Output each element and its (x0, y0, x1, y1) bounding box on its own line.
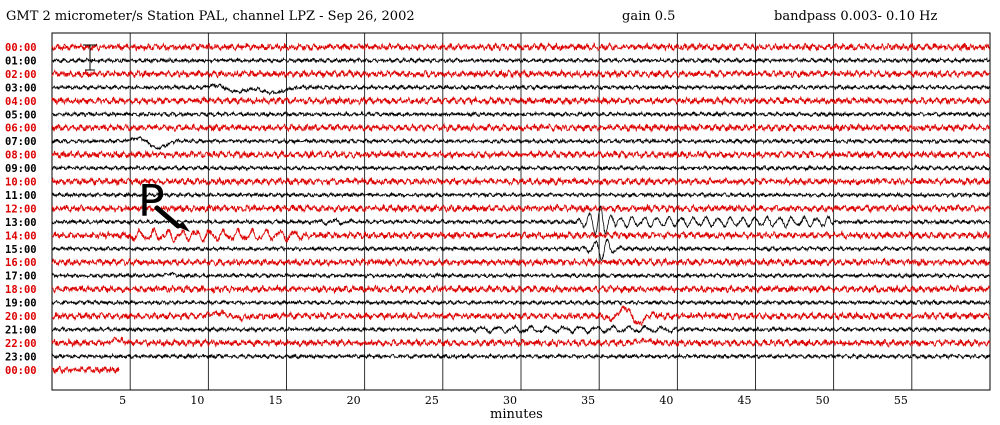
trace-line (51, 323, 991, 336)
trace-line (51, 283, 991, 295)
hour-label: 04:00 (5, 96, 37, 108)
x-tick-label: 20 (347, 394, 361, 407)
hour-label: 10:00 (5, 177, 37, 189)
x-tick-label: 5 (119, 394, 126, 407)
trace-line (51, 203, 991, 214)
hour-label: 14:00 (5, 230, 37, 242)
x-tick-label: 45 (738, 394, 752, 407)
hour-label: 01:00 (5, 55, 37, 67)
hour-label: 07:00 (5, 136, 37, 148)
p-wave-annotation: P (138, 176, 190, 232)
trace-line (51, 191, 991, 199)
trace-line (51, 298, 991, 307)
hour-label: 03:00 (5, 82, 37, 94)
p-wave-label: P (138, 176, 165, 227)
trace-line (51, 227, 991, 244)
trace-line (51, 135, 991, 151)
header-bandpass: bandpass 0.003- 0.10 Hz (774, 9, 937, 24)
trace-line (51, 305, 991, 326)
x-tick-label: 55 (894, 394, 908, 407)
trace-line (51, 365, 120, 375)
hour-label: 20:00 (5, 311, 37, 323)
trace-line (51, 68, 991, 79)
hour-label: 21:00 (5, 324, 37, 336)
hour-label: 05:00 (5, 109, 37, 121)
hour-label: 15:00 (5, 244, 37, 256)
trace-line (51, 56, 991, 65)
trace-line (51, 83, 991, 96)
hour-label: 18:00 (5, 284, 37, 296)
hour-label: 17:00 (5, 271, 37, 283)
hour-label: 19:00 (5, 298, 37, 310)
trace-line (51, 149, 991, 160)
x-axis-label: minutes (490, 407, 543, 422)
trace-line (51, 110, 991, 118)
trace-line (51, 176, 991, 187)
hour-label: 09:00 (5, 163, 37, 175)
trace-line (51, 352, 991, 361)
hour-label: 00:00 (5, 365, 37, 377)
hour-label: 23:00 (5, 351, 37, 363)
x-tick-label: 40 (659, 394, 673, 407)
x-tick-label: 30 (503, 394, 517, 407)
trace-line (51, 41, 991, 53)
trace-line (51, 95, 991, 106)
p-wave-arrow (154, 205, 181, 229)
x-tick-label: 10 (190, 394, 204, 407)
header-gain: gain 0.5 (622, 9, 675, 24)
hour-label: 13:00 (5, 217, 37, 229)
hour-label: 06:00 (5, 123, 37, 135)
x-tick-label: 50 (816, 394, 830, 407)
trace-line (51, 257, 991, 268)
trace-line (51, 164, 991, 172)
hour-label: 11:00 (5, 190, 37, 202)
hour-label: 08:00 (5, 150, 37, 162)
hour-label: 12:00 (5, 203, 37, 215)
trace-line (52, 122, 991, 133)
x-tick-label: 15 (269, 394, 283, 407)
scale-marker (58, 44, 97, 71)
hour-label: 16:00 (5, 257, 37, 269)
hour-label: 22:00 (5, 338, 37, 350)
p-wave-arrowhead (176, 222, 190, 232)
hour-label: 00:00 (5, 42, 37, 54)
x-tick-label: 35 (581, 394, 595, 407)
trace-line (51, 336, 991, 349)
header-title: GMT 2 micrometer/s Station PAL, channel … (6, 9, 415, 24)
trace-line (51, 205, 991, 236)
seismic-traces (51, 41, 991, 375)
trace-line (51, 271, 991, 280)
trace-line (51, 238, 991, 262)
hour-label: 02:00 (5, 69, 37, 81)
hour-labels: 00:0001:0002:0003:0004:0005:0006:0007:00… (5, 42, 37, 377)
x-tick-label: 25 (425, 394, 439, 407)
x-tick-labels: 5 10 15 20 25 30 35 40 45 50 55 (119, 394, 908, 407)
